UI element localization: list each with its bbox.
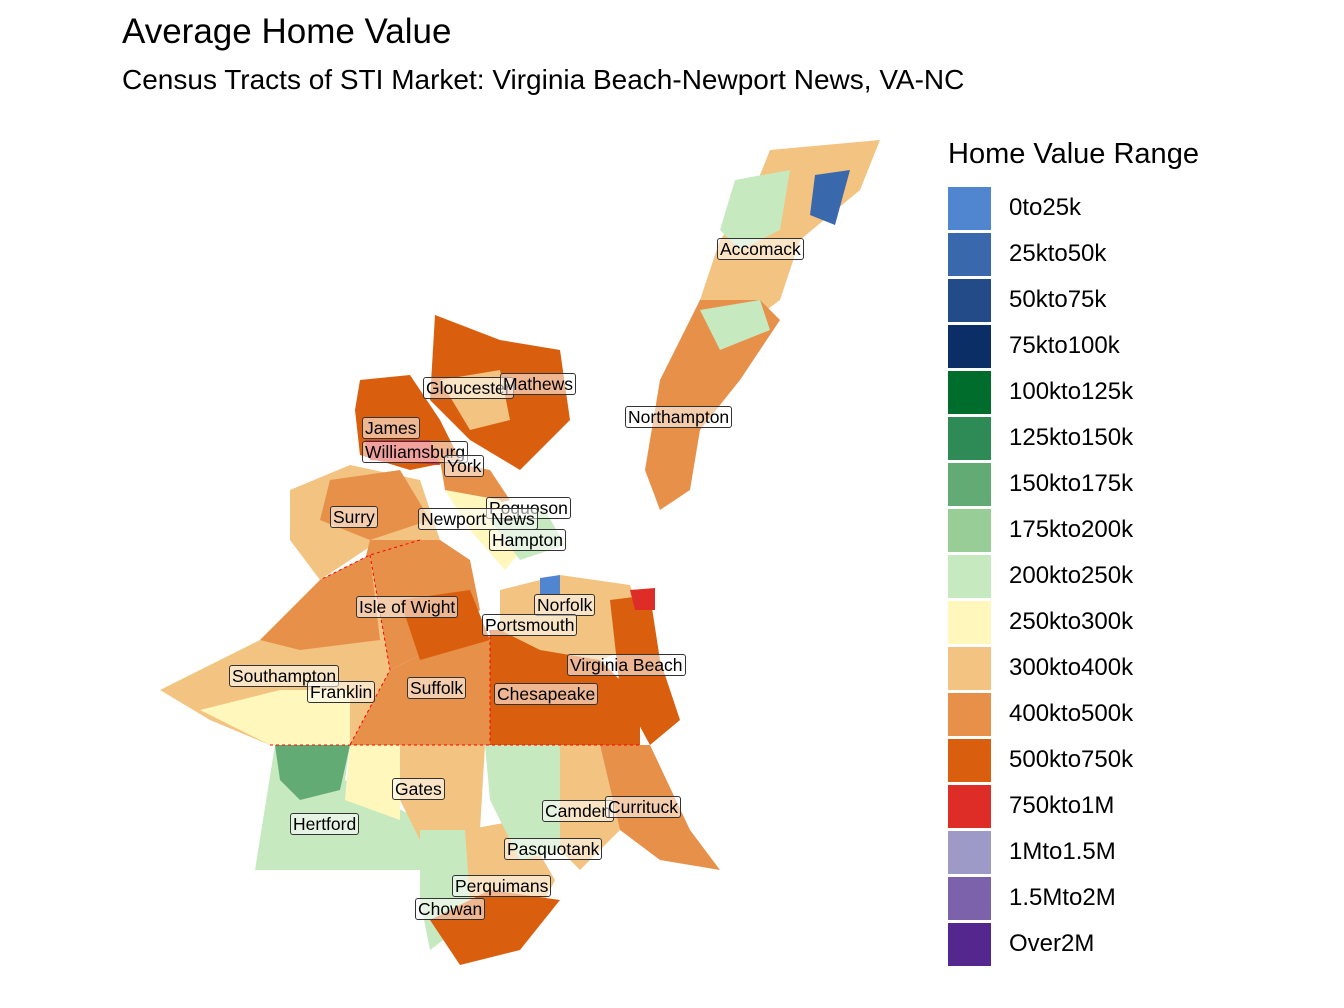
label-chowan: Chowan — [415, 898, 486, 920]
label-portsmouth: Portsmouth — [482, 614, 578, 636]
legend-label: 400kto500k — [1009, 700, 1134, 727]
legend-label: 1Mto1.5M — [1009, 838, 1116, 865]
legend-item: Over2M — [948, 921, 1199, 967]
legend-label: 175kto200k — [1009, 516, 1134, 543]
legend-swatch — [948, 692, 991, 736]
legend-item: 750kto1M — [948, 783, 1199, 829]
region-southampton-dark — [260, 555, 380, 650]
legend-swatch — [948, 784, 991, 828]
legend-item: 175kto200k — [948, 507, 1199, 553]
legend-item: 0to25k — [948, 185, 1199, 231]
label-franklin: Franklin — [307, 681, 376, 703]
legend-item: 125kto150k — [948, 415, 1199, 461]
legend-item: 75kto100k — [948, 323, 1199, 369]
region-northampton-green — [700, 300, 770, 350]
label-hampton: Hampton — [489, 529, 567, 551]
legend-item: 150kto175k — [948, 461, 1199, 507]
label-surry: Surry — [330, 506, 378, 528]
legend-label: 100kto125k — [1009, 378, 1134, 405]
legend-label: 75kto100k — [1009, 332, 1120, 359]
label-williamsburg: Williamsburg — [362, 441, 469, 463]
county-boundary — [349, 554, 391, 746]
map-subtitle: Census Tracts of STI Market: Virginia Be… — [122, 64, 965, 95]
legend-label: 25kto50k — [1009, 240, 1107, 267]
label-pasquotank: Pasquotank — [504, 838, 603, 860]
legend-swatch — [948, 876, 991, 920]
legend-label: 750kto1M — [1009, 792, 1115, 819]
legend-swatch — [948, 232, 991, 276]
label-james: James — [362, 417, 420, 439]
label-gates: Gates — [392, 778, 445, 800]
region-vb-red — [630, 588, 655, 610]
legend-label: 50kto75k — [1009, 286, 1107, 313]
legend-label: 1.5Mto2M — [1009, 884, 1116, 911]
legend-item: 1Mto1.5M — [948, 829, 1199, 875]
legend-swatch — [948, 324, 991, 368]
region-hertford-green — [275, 745, 350, 800]
legend-label: Over2M — [1009, 930, 1095, 957]
legend-item: 25kto50k — [948, 231, 1199, 277]
legend-swatch — [948, 508, 991, 552]
legend-item: 500kto750k — [948, 737, 1199, 783]
legend-swatch — [948, 554, 991, 598]
legend-item: 1.5Mto2M — [948, 875, 1199, 921]
legend-label: 500kto750k — [1009, 746, 1134, 773]
region-norfolk-blue — [540, 575, 560, 595]
label-mathews: Mathews — [500, 373, 577, 395]
label-newport-news: Newport News — [418, 508, 538, 530]
label-hertford: Hertford — [290, 813, 360, 835]
legend-item: 200kto250k — [948, 553, 1199, 599]
label-suffolk: Suffolk — [407, 677, 467, 699]
legend-item: 50kto75k — [948, 277, 1199, 323]
legend-item: 250kto300k — [948, 599, 1199, 645]
legend-title: Home Value Range — [948, 138, 1199, 170]
legend-label: 150kto175k — [1009, 470, 1134, 497]
legend-item: 300kto400k — [948, 645, 1199, 691]
region-pasquotank — [485, 745, 560, 860]
region-accomack-blue — [810, 170, 850, 225]
legend-swatch — [948, 830, 991, 874]
label-norfolk: Norfolk — [534, 594, 596, 616]
legend-label: 0to25k — [1009, 194, 1082, 221]
legend-label: 200kto250k — [1009, 562, 1134, 589]
legend-item: 400kto500k — [948, 691, 1199, 737]
legend-swatch — [948, 646, 991, 690]
legend-swatch — [948, 416, 991, 460]
region-gates — [345, 745, 400, 820]
legend-label: 250kto300k — [1009, 608, 1134, 635]
label-chesapeake: Chesapeake — [494, 683, 599, 705]
legend-swatch — [948, 738, 991, 782]
legend-swatch — [948, 600, 991, 644]
label-currituck: Currituck — [605, 796, 682, 818]
region-southampton-yellow — [200, 690, 350, 745]
label-isle-of-wight: Isle of Wight — [356, 596, 459, 618]
legend-swatch — [948, 922, 991, 966]
label-northampton: Northampton — [625, 406, 733, 428]
label-accomack: Accomack — [717, 238, 804, 260]
legend-swatch — [948, 186, 991, 230]
label-camden: Camden — [542, 800, 615, 822]
legend: Home Value Range 0to25k 25kto50k 50kto75k 7… — [948, 138, 1199, 967]
legend-item: 100kto125k — [948, 369, 1199, 415]
label-virginia-beach: Virginia Beach — [567, 654, 686, 676]
label-gloucester: Gloucester — [423, 377, 514, 399]
region-accomack-green — [720, 170, 790, 250]
region-northampton — [645, 300, 780, 510]
label-perquimans: Perquimans — [452, 875, 552, 897]
legend-swatch — [948, 370, 991, 414]
label-york: York — [444, 455, 485, 477]
legend-label: 300kto400k — [1009, 654, 1134, 681]
legend-label: 125kto150k — [1009, 424, 1134, 451]
map-title: Average Home Value — [122, 12, 452, 51]
legend-swatch — [948, 462, 991, 506]
legend-swatch — [948, 278, 991, 322]
